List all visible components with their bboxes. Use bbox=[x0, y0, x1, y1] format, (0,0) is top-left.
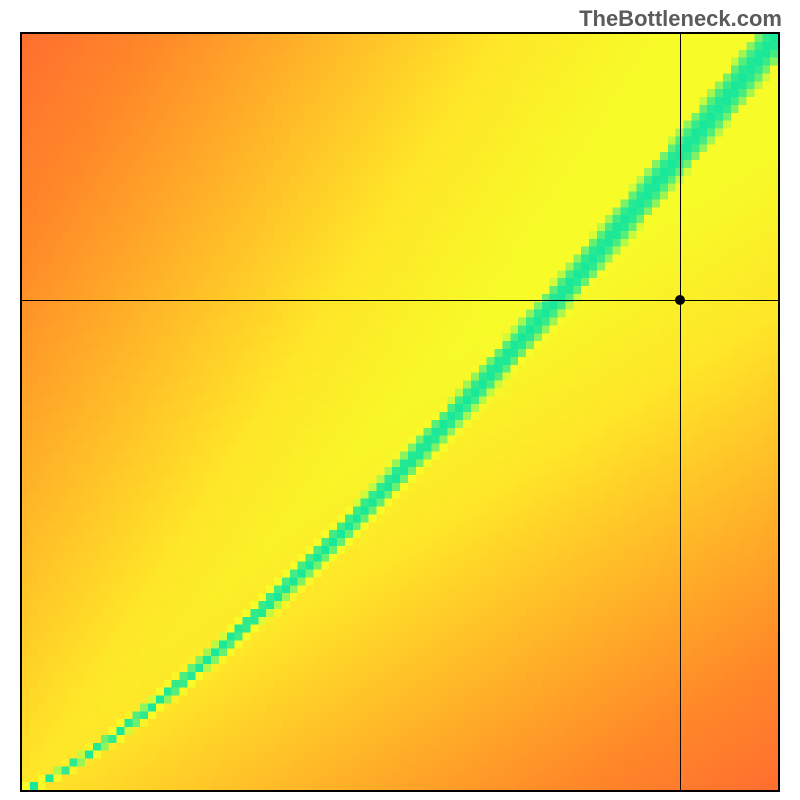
watermark-text: TheBottleneck.com bbox=[579, 6, 782, 32]
root-container: TheBottleneck.com bbox=[0, 0, 800, 800]
crosshair-horizontal bbox=[22, 300, 778, 301]
crosshair-vertical bbox=[680, 34, 681, 790]
crosshair-marker bbox=[675, 295, 685, 305]
plot-frame bbox=[20, 32, 780, 792]
heatmap-canvas bbox=[22, 34, 778, 790]
